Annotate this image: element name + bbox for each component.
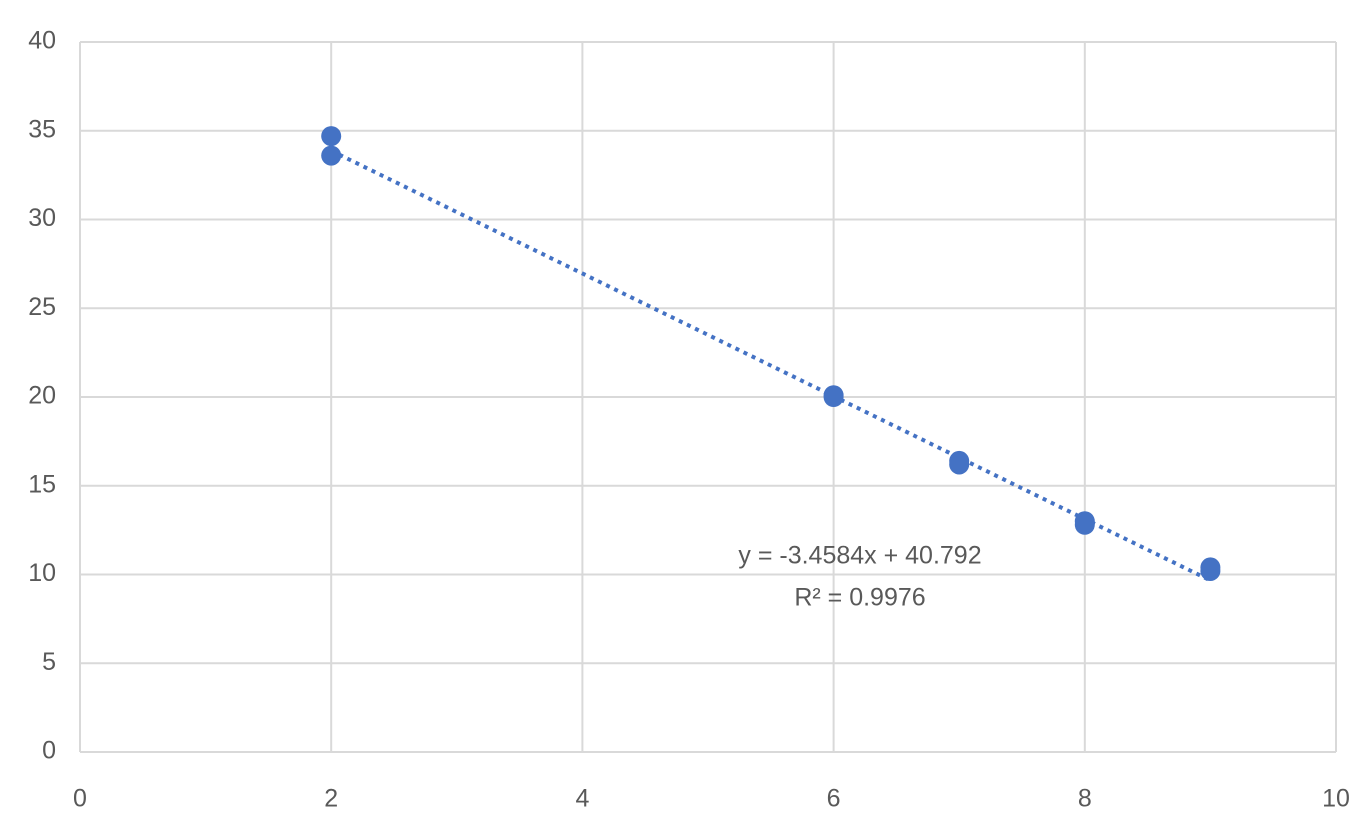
point <box>1200 560 1221 581</box>
y-tick-label: 0 <box>42 737 56 765</box>
x-tick-label: 10 <box>1322 785 1350 813</box>
point <box>823 387 844 407</box>
point <box>321 126 342 147</box>
point <box>1074 514 1095 535</box>
x-tick-label: 4 <box>575 785 589 813</box>
y-tick-label: 40 <box>28 27 56 55</box>
y-tick-label: 15 <box>28 470 56 498</box>
trendline <box>330 148 1212 583</box>
y-tick-label: 35 <box>28 115 56 143</box>
trendline-r-squared: R² = 0.9976 <box>794 584 925 612</box>
x-tick-label: 0 <box>73 785 87 813</box>
trendline-equation: y = -3.4584x + 40.792 <box>738 542 981 570</box>
y-tick-label: 5 <box>42 648 56 676</box>
x-tick-label: 8 <box>1078 785 1092 813</box>
x-tick-label: 2 <box>324 785 338 813</box>
x-tick-label: 6 <box>827 785 841 813</box>
y-tick-label: 30 <box>28 204 56 232</box>
point <box>321 145 342 166</box>
y-tick-label: 10 <box>28 559 56 587</box>
point <box>949 454 970 475</box>
y-tick-label: 25 <box>28 293 56 321</box>
y-tick-label: 20 <box>28 382 56 410</box>
